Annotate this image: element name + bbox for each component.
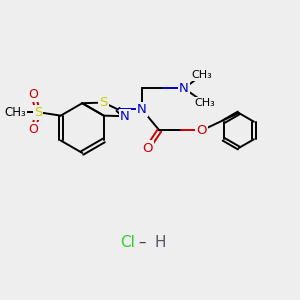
Text: CH₃: CH₃ xyxy=(191,70,212,80)
Text: Cl: Cl xyxy=(120,235,135,250)
Text: CH₃: CH₃ xyxy=(195,98,215,108)
Text: H: H xyxy=(154,235,166,250)
Text: O: O xyxy=(28,123,38,136)
Text: N: N xyxy=(179,82,189,95)
Text: S: S xyxy=(34,106,42,118)
Text: CH₃: CH₃ xyxy=(4,106,26,118)
Text: O: O xyxy=(142,142,153,154)
Text: O: O xyxy=(28,88,38,101)
Text: N: N xyxy=(137,103,147,116)
Text: O: O xyxy=(196,124,207,137)
Text: N: N xyxy=(120,110,130,123)
Text: –: – xyxy=(134,235,152,250)
Text: S: S xyxy=(99,96,108,109)
